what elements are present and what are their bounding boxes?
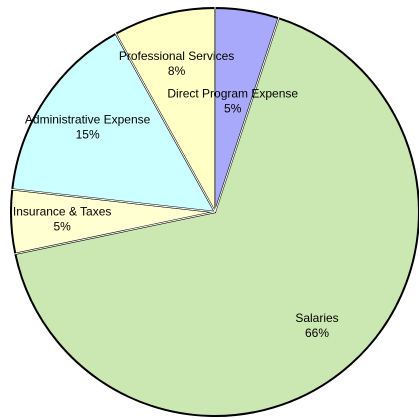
slice-value-label: 8% (168, 64, 186, 78)
slice-value-label: 66% (305, 326, 329, 340)
slice-gap (10, 188, 216, 213)
slice-value-label: 15% (76, 127, 100, 141)
slice-label: Salaries (295, 311, 338, 325)
slice-label: Administrative Expense (25, 112, 151, 126)
slice-gap (13, 211, 216, 255)
slice-value-label: 5% (224, 101, 242, 115)
slice-label: Insurance & Taxes (13, 204, 112, 218)
slice-gap (114, 31, 216, 213)
slice-gap (214, 16, 280, 213)
pie-slice (11, 32, 216, 213)
slice-value-label: 5% (54, 219, 72, 233)
slice-label: Direct Program Expense (167, 86, 298, 100)
pie-slice (114, 7, 216, 213)
slice-label: Professional Services (119, 49, 234, 63)
pie-slice (14, 17, 419, 417)
